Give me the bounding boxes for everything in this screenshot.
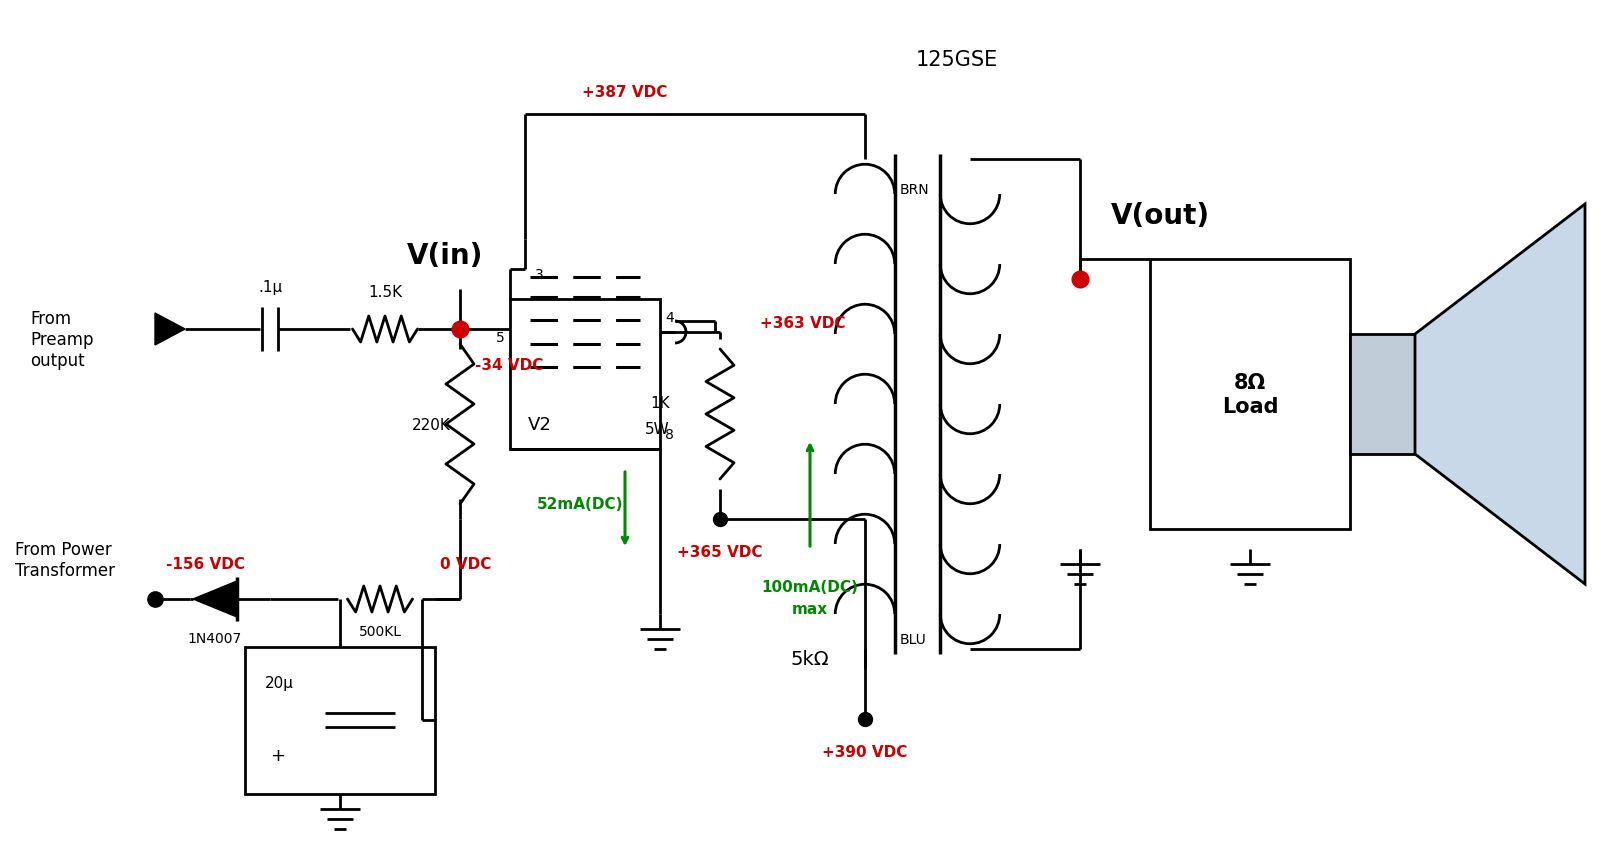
Text: 125GSE: 125GSE [915, 50, 998, 70]
Text: 3: 3 [534, 268, 544, 282]
Text: 5W: 5W [645, 422, 670, 437]
Text: -156 VDC: -156 VDC [165, 556, 245, 572]
Text: 5: 5 [496, 331, 506, 344]
Text: 20μ: 20μ [266, 675, 294, 691]
Text: 1K: 1K [650, 395, 670, 410]
Bar [1350, 335, 1414, 455]
Text: V(in): V(in) [406, 242, 483, 269]
Text: From
Preamp
output: From Preamp output [30, 310, 93, 369]
Polygon shape [155, 313, 186, 345]
Text: .1μ: .1μ [258, 280, 282, 294]
Bar [1150, 260, 1350, 530]
Text: +390 VDC: +390 VDC [822, 744, 907, 759]
Text: 500KL: 500KL [358, 624, 402, 638]
Text: 1N4007: 1N4007 [187, 631, 242, 645]
Text: From Power
Transformer: From Power Transformer [14, 541, 115, 579]
Text: 220K: 220K [413, 417, 451, 432]
Text: +387 VDC: +387 VDC [582, 85, 667, 100]
Text: BRN: BRN [899, 183, 930, 197]
Text: V2: V2 [528, 416, 552, 433]
Text: 1.5K: 1.5K [368, 285, 402, 300]
Text: 52mA(DC): 52mA(DC) [536, 497, 624, 512]
Text: 100mA(DC): 100mA(DC) [762, 579, 859, 594]
Polygon shape [194, 581, 237, 617]
Text: +363 VDC: +363 VDC [760, 315, 845, 330]
Text: 0 VDC: 0 VDC [440, 556, 491, 572]
Text: BLU: BLU [899, 632, 926, 647]
Text: V(out): V(out) [1110, 201, 1210, 230]
Text: 8: 8 [666, 428, 674, 442]
Text: 5kΩ: 5kΩ [790, 649, 829, 668]
Text: +: + [270, 746, 285, 764]
Bar [510, 300, 661, 449]
Text: 8Ω
Load: 8Ω Load [1222, 373, 1278, 416]
Bar [245, 647, 435, 794]
Polygon shape [1414, 205, 1586, 585]
Text: 4: 4 [666, 311, 674, 325]
Text: +365 VDC: +365 VDC [677, 544, 763, 560]
Text: -34 VDC: -34 VDC [475, 357, 544, 373]
Text: max: max [792, 601, 829, 616]
